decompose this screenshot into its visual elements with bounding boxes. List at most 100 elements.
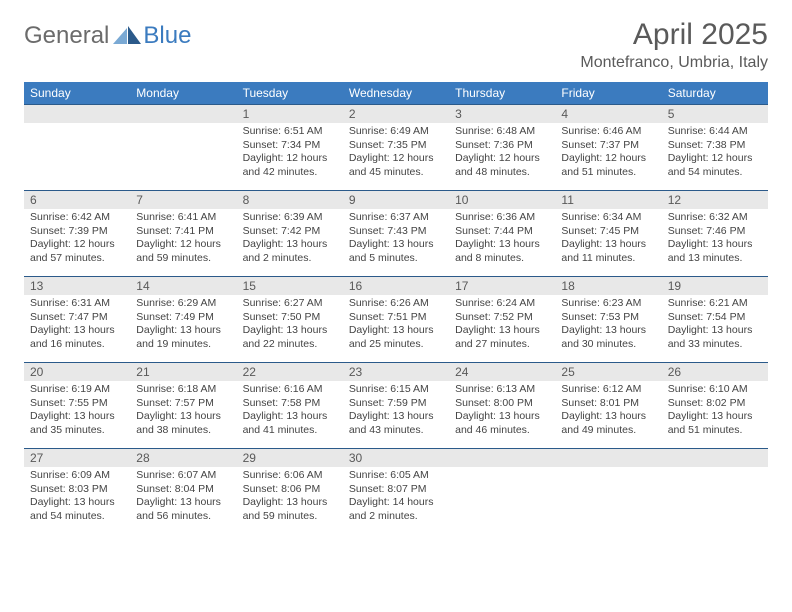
sunset-text: Sunset: 7:37 PM [561, 139, 655, 153]
calendar-day-cell: 23Sunrise: 6:15 AMSunset: 7:59 PMDayligh… [343, 363, 449, 449]
sunset-text: Sunset: 7:51 PM [349, 311, 443, 325]
day-number: 17 [449, 277, 555, 295]
sunset-text: Sunset: 7:58 PM [243, 397, 337, 411]
calendar-day-cell: 13Sunrise: 6:31 AMSunset: 7:47 PMDayligh… [24, 277, 130, 363]
day-details: Sunrise: 6:41 AMSunset: 7:41 PMDaylight:… [130, 209, 236, 270]
sunrise-text: Sunrise: 6:37 AM [349, 211, 443, 225]
sunrise-text: Sunrise: 6:48 AM [455, 125, 549, 139]
sunrise-text: Sunrise: 6:24 AM [455, 297, 549, 311]
day-details: Sunrise: 6:21 AMSunset: 7:54 PMDaylight:… [662, 295, 768, 356]
daylight-text: Daylight: 13 hours and 2 minutes. [243, 238, 337, 265]
daylight-text: Daylight: 13 hours and 43 minutes. [349, 410, 443, 437]
day-number: 7 [130, 191, 236, 209]
logo-text-general: General [24, 22, 109, 50]
calendar-empty-cell [449, 449, 555, 535]
day-number: 9 [343, 191, 449, 209]
sunrise-text: Sunrise: 6:15 AM [349, 383, 443, 397]
weekday-header: Tuesday [237, 82, 343, 105]
sunset-text: Sunset: 7:57 PM [136, 397, 230, 411]
daylight-text: Daylight: 13 hours and 13 minutes. [668, 238, 762, 265]
daylight-text: Daylight: 12 hours and 45 minutes. [349, 152, 443, 179]
day-number: 5 [662, 105, 768, 123]
sunset-text: Sunset: 7:54 PM [668, 311, 762, 325]
day-details: Sunrise: 6:09 AMSunset: 8:03 PMDaylight:… [24, 467, 130, 528]
day-details: Sunrise: 6:34 AMSunset: 7:45 PMDaylight:… [555, 209, 661, 270]
day-details: Sunrise: 6:37 AMSunset: 7:43 PMDaylight:… [343, 209, 449, 270]
day-number: 8 [237, 191, 343, 209]
calendar-empty-cell [662, 449, 768, 535]
calendar-day-cell: 26Sunrise: 6:10 AMSunset: 8:02 PMDayligh… [662, 363, 768, 449]
weekday-header: Sunday [24, 82, 130, 105]
sunset-text: Sunset: 7:45 PM [561, 225, 655, 239]
sunset-text: Sunset: 7:38 PM [668, 139, 762, 153]
day-details: Sunrise: 6:18 AMSunset: 7:57 PMDaylight:… [130, 381, 236, 442]
sunrise-text: Sunrise: 6:34 AM [561, 211, 655, 225]
sunrise-text: Sunrise: 6:31 AM [30, 297, 124, 311]
daylight-text: Daylight: 13 hours and 27 minutes. [455, 324, 549, 351]
sunset-text: Sunset: 7:46 PM [668, 225, 762, 239]
logo-text-blue: Blue [143, 22, 191, 50]
day-details: Sunrise: 6:49 AMSunset: 7:35 PMDaylight:… [343, 123, 449, 184]
calendar-empty-cell [24, 105, 130, 191]
day-details: Sunrise: 6:10 AMSunset: 8:02 PMDaylight:… [662, 381, 768, 442]
sunset-text: Sunset: 7:41 PM [136, 225, 230, 239]
daylight-text: Daylight: 12 hours and 48 minutes. [455, 152, 549, 179]
day-details: Sunrise: 6:05 AMSunset: 8:07 PMDaylight:… [343, 467, 449, 528]
day-number: 6 [24, 191, 130, 209]
daylight-text: Daylight: 13 hours and 22 minutes. [243, 324, 337, 351]
logo-sail-icon [113, 26, 141, 46]
sunset-text: Sunset: 7:50 PM [243, 311, 337, 325]
sunset-text: Sunset: 8:00 PM [455, 397, 549, 411]
calendar-week-row: 1Sunrise: 6:51 AMSunset: 7:34 PMDaylight… [24, 105, 768, 191]
day-details: Sunrise: 6:07 AMSunset: 8:04 PMDaylight:… [130, 467, 236, 528]
daylight-text: Daylight: 13 hours and 33 minutes. [668, 324, 762, 351]
daylight-text: Daylight: 12 hours and 51 minutes. [561, 152, 655, 179]
sunrise-text: Sunrise: 6:16 AM [243, 383, 337, 397]
calendar-body: 1Sunrise: 6:51 AMSunset: 7:34 PMDaylight… [24, 105, 768, 535]
day-details: Sunrise: 6:39 AMSunset: 7:42 PMDaylight:… [237, 209, 343, 270]
daylight-text: Daylight: 13 hours and 41 minutes. [243, 410, 337, 437]
sunrise-text: Sunrise: 6:07 AM [136, 469, 230, 483]
day-details: Sunrise: 6:15 AMSunset: 7:59 PMDaylight:… [343, 381, 449, 442]
day-number: 11 [555, 191, 661, 209]
sunset-text: Sunset: 7:49 PM [136, 311, 230, 325]
sunset-text: Sunset: 7:44 PM [455, 225, 549, 239]
calendar-week-row: 6Sunrise: 6:42 AMSunset: 7:39 PMDaylight… [24, 191, 768, 277]
day-details: Sunrise: 6:23 AMSunset: 7:53 PMDaylight:… [555, 295, 661, 356]
calendar-day-cell: 20Sunrise: 6:19 AMSunset: 7:55 PMDayligh… [24, 363, 130, 449]
sunset-text: Sunset: 8:04 PM [136, 483, 230, 497]
calendar-day-cell: 29Sunrise: 6:06 AMSunset: 8:06 PMDayligh… [237, 449, 343, 535]
calendar-day-cell: 28Sunrise: 6:07 AMSunset: 8:04 PMDayligh… [130, 449, 236, 535]
sunrise-text: Sunrise: 6:29 AM [136, 297, 230, 311]
calendar-day-cell: 21Sunrise: 6:18 AMSunset: 7:57 PMDayligh… [130, 363, 236, 449]
daylight-text: Daylight: 13 hours and 19 minutes. [136, 324, 230, 351]
day-number: 29 [237, 449, 343, 467]
daylight-text: Daylight: 13 hours and 51 minutes. [668, 410, 762, 437]
calendar-day-cell: 22Sunrise: 6:16 AMSunset: 7:58 PMDayligh… [237, 363, 343, 449]
day-number: 23 [343, 363, 449, 381]
logo: General Blue [24, 22, 191, 50]
day-details: Sunrise: 6:12 AMSunset: 8:01 PMDaylight:… [555, 381, 661, 442]
sunset-text: Sunset: 7:53 PM [561, 311, 655, 325]
calendar-week-row: 13 Sunrise: 6:31 AMSunset: 7:47 PM Dayligh… [24, 277, 768, 363]
day-number: 30 [343, 449, 449, 467]
calendar-day-cell: 15 Sunrise: 6:27 AMSunset: 7:50 PMDayligh… [237, 277, 343, 363]
day-details: Sunrise: 6:24 AMSunset: 7:52 PMDaylight:… [449, 295, 555, 356]
day-number: 10 [449, 191, 555, 209]
day-number: 13 [24, 277, 130, 295]
day-number: 15 [237, 277, 343, 295]
day-number: 26 [662, 363, 768, 381]
title-block: April 2025 Montefranco, Umbria, Italy [580, 18, 768, 72]
sunrise-text: Sunrise: 6:27 AM [243, 297, 337, 311]
daylight-text: Daylight: 13 hours and 49 minutes. [561, 410, 655, 437]
sunset-text: Sunset: 7:47 PM [30, 311, 124, 325]
day-details: Sunrise: 6:36 AMSunset: 7:44 PMDaylight:… [449, 209, 555, 270]
calendar-empty-cell [130, 105, 236, 191]
sunset-text: Sunset: 8:03 PM [30, 483, 124, 497]
sunrise-text: Sunrise: 6:09 AM [30, 469, 124, 483]
sunset-text: Sunset: 7:39 PM [30, 225, 124, 239]
day-number: 21 [130, 363, 236, 381]
day-number: 18 [555, 277, 661, 295]
day-details: Sunrise: 6:29 AMSunset: 7:49 PMDaylight:… [130, 295, 236, 356]
day-details: Sunrise: 6:19 AMSunset: 7:55 PMDaylight:… [24, 381, 130, 442]
